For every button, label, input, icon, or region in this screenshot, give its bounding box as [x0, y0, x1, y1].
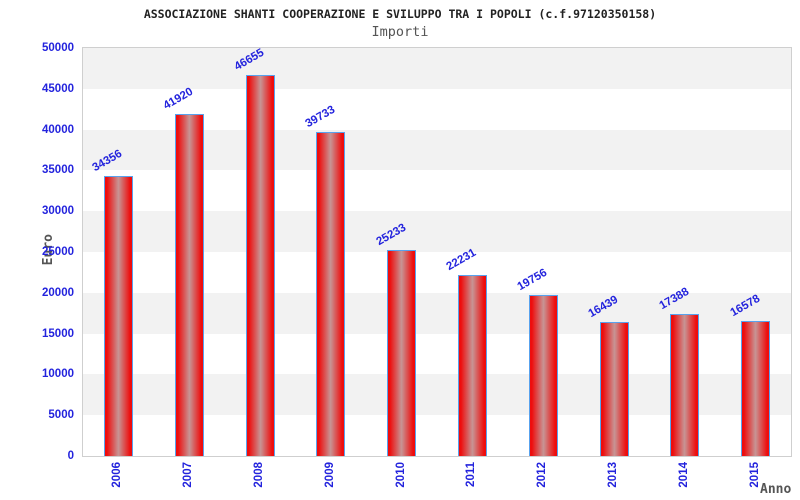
y-tick-label: 50000 — [42, 42, 74, 54]
x-tick-label: 2014 — [677, 462, 690, 488]
bar-2007 — [174, 113, 204, 456]
y-tick-label: 15000 — [42, 327, 74, 340]
bar-2014 — [670, 314, 700, 456]
y-tick-label: 0 — [67, 450, 74, 462]
bar-2013 — [599, 321, 629, 456]
y-tick-label: 5000 — [48, 409, 74, 422]
bar-2012 — [528, 294, 558, 456]
x-tick-label: 2013 — [607, 462, 619, 488]
bar-2008 — [245, 75, 275, 456]
bar-2010 — [387, 250, 417, 456]
y-tick-label: 45000 — [42, 82, 74, 95]
chart-subtitle: Importi — [371, 24, 429, 40]
grid-band — [83, 48, 791, 89]
plot-area: 34356 41920 46655 39733 25233 22231 19756 16439… — [82, 47, 792, 457]
x-tick-label: 2012 — [536, 462, 549, 488]
bar-2015 — [741, 320, 771, 456]
x-tick-label: 2010 — [394, 462, 407, 488]
bar-2009 — [316, 131, 346, 456]
y-tick-label: 10000 — [42, 368, 74, 381]
x-tick-label: 2011 — [465, 462, 478, 487]
chart-title: ASSOCIAZIONE SHANTI COOPERAZIONE E SVILU… — [143, 7, 657, 21]
y-tick-label: 20000 — [42, 286, 74, 299]
y-tick-label: 30000 — [42, 205, 74, 218]
x-axis-title: Anno — [760, 482, 792, 497]
x-tick-label: 2006 — [111, 462, 124, 488]
x-tick-label: 2007 — [182, 462, 195, 488]
x-tick-label: 2008 — [253, 462, 265, 488]
bar-2006 — [103, 175, 133, 456]
bar-2011 — [457, 274, 487, 456]
x-tick-label: 2009 — [323, 462, 336, 488]
y-tick-label: 40000 — [42, 123, 74, 136]
y-tick-label: 35000 — [42, 164, 74, 177]
y-tick-label: 25000 — [42, 246, 74, 258]
